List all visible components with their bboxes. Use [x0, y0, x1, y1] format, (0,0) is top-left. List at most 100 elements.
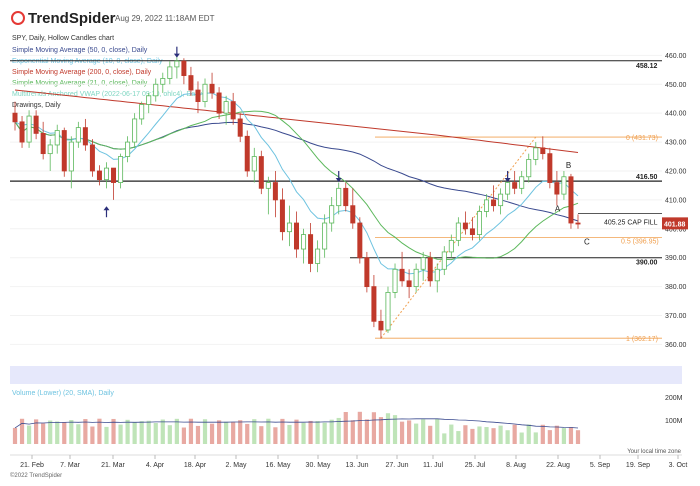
moving-averages	[14, 89, 579, 275]
volume-bar	[554, 425, 559, 444]
x-tick-label: 7. Mar	[60, 462, 81, 469]
candle-body	[132, 118, 138, 143]
candle-body	[434, 268, 440, 282]
level-label-416: 416.50	[636, 174, 658, 181]
volume-bar	[442, 433, 447, 444]
candle-body	[125, 141, 131, 157]
candle-body	[533, 147, 539, 160]
volume-bar	[322, 422, 327, 444]
sma-200-line	[14, 89, 579, 153]
candle-body	[188, 75, 194, 91]
level-label-458: 458.12	[636, 63, 658, 70]
volume-bar	[315, 421, 320, 444]
candle-body	[33, 115, 39, 134]
volume-bar	[428, 425, 433, 444]
volume-bar	[231, 421, 236, 444]
ema-10-line	[14, 92, 579, 275]
volume-panel	[12, 411, 581, 444]
candle-body	[68, 141, 74, 172]
volume-bar	[216, 420, 222, 444]
volume-bar	[195, 425, 201, 444]
last-price-tag	[662, 217, 688, 230]
candle-body	[505, 182, 511, 195]
volume-bar	[512, 424, 517, 444]
volume-bar	[209, 423, 215, 444]
cap-fill-label: 405.25 CAP FILL	[604, 220, 658, 227]
volume-bar	[463, 425, 468, 444]
x-tick-label: 11. Jul	[423, 462, 444, 469]
candle-body	[526, 159, 532, 178]
volume-bar	[19, 418, 25, 444]
volume-legend: Volume (Lower) (20, SMA), Daily	[12, 390, 114, 397]
indicator-legend-item: Simple Moving Average (200, 0, close), D…	[12, 69, 152, 76]
volume-bar	[498, 425, 503, 444]
price-y-axis: 360.00 370.00 380.00 390.00 400.00 410.00 420.…	[665, 53, 687, 349]
candle-body	[441, 251, 447, 270]
point-c-label: C	[584, 237, 590, 246]
candle-body	[82, 127, 88, 146]
arrow-icon	[173, 53, 180, 58]
volume-bar	[456, 431, 461, 444]
candle-body	[575, 222, 581, 225]
volume-bar	[561, 428, 567, 444]
volume-bar	[181, 427, 186, 444]
candle-body	[160, 78, 166, 85]
candle-body	[462, 222, 468, 230]
indicator-legend-item: Drawings, Daily	[12, 102, 61, 109]
volume-bar	[491, 428, 496, 444]
candle-body	[413, 268, 419, 288]
timestamp: Aug 29, 2022 11:18AM EDT	[115, 14, 215, 23]
candle-body	[357, 222, 363, 259]
x-tick-label: 13. Jun	[346, 462, 369, 469]
volume-bar	[104, 426, 109, 444]
candle-body	[230, 101, 236, 120]
y-tick-label: 420.00	[665, 168, 687, 175]
fib-label-05: 0.5 (396.95)	[621, 239, 659, 246]
candle-body	[89, 144, 95, 172]
volume-bar	[343, 412, 348, 444]
volume-bar	[83, 419, 88, 444]
y-tick-label: 440.00	[665, 111, 687, 118]
volume-bar	[160, 419, 165, 444]
candle-body	[174, 60, 180, 68]
x-tick-label: 8. Aug	[506, 462, 526, 469]
candle-body	[258, 156, 264, 189]
volume-bar	[575, 430, 581, 444]
x-tick-label: 2. May	[225, 462, 247, 469]
candle-body	[54, 130, 60, 146]
candle-body	[448, 239, 454, 253]
candle-body	[251, 156, 257, 172]
volume-bar	[153, 423, 158, 444]
candle-body	[237, 118, 243, 137]
volume-sma-line	[14, 418, 579, 429]
volume-bar	[378, 417, 384, 444]
volume-bar	[167, 425, 172, 444]
volume-y-axis: 200M 100M	[665, 395, 683, 425]
volume-bar	[385, 413, 391, 444]
chart-title: SPY, Daily, Hollow Candles chart	[12, 35, 114, 42]
candle-body	[195, 89, 201, 102]
volume-bar	[421, 419, 426, 444]
candle-body	[111, 167, 117, 183]
candle-body	[547, 153, 553, 183]
candle-body	[293, 222, 299, 250]
candle-body	[244, 135, 250, 172]
x-tick-label: 16. May	[266, 462, 291, 469]
candle-body	[491, 199, 497, 207]
arrow-icon	[335, 177, 342, 182]
volume-tick-label: 200M	[665, 395, 683, 402]
y-tick-label: 380.00	[665, 284, 687, 291]
volume-bar	[484, 427, 489, 444]
volume-bar	[273, 427, 278, 444]
volume-bar	[146, 420, 151, 444]
indicator-legend: Simple Moving Average (50, 0, close), Da…	[12, 47, 202, 109]
indicator-legend-item: Simple Moving Average (50, 0, close), Da…	[12, 47, 148, 54]
x-tick-label: 4. Apr	[146, 462, 165, 469]
x-tick-label: 22. Aug	[546, 462, 570, 469]
candle-body	[279, 199, 285, 233]
x-tick-label: 21. Mar	[101, 462, 125, 469]
candle-body	[420, 257, 426, 270]
candle-body	[12, 112, 18, 123]
y-tick-label: 390.00	[665, 255, 687, 262]
volume-bar	[34, 419, 39, 444]
